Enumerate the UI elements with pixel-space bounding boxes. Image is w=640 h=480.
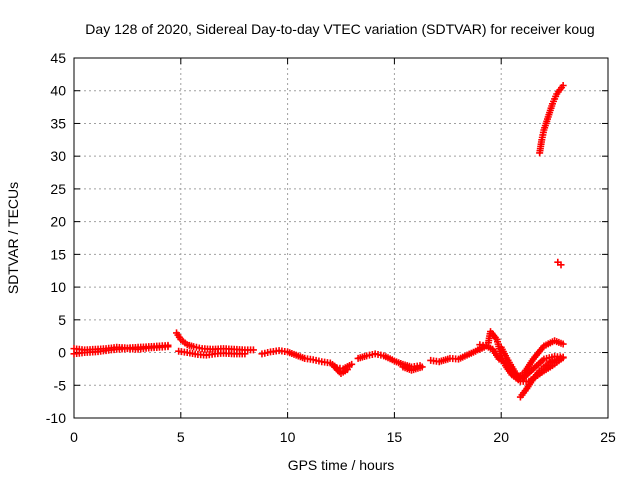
y-tick-label: 0 [58, 345, 66, 361]
data-point [559, 340, 567, 348]
data-point [343, 366, 351, 374]
data-point [348, 360, 356, 368]
x-tick-labels: 0 5 10 15 20 25 [70, 429, 616, 445]
y-tick-label: 40 [50, 83, 66, 99]
y-tick-label: -10 [46, 410, 66, 426]
data-point [164, 343, 172, 351]
y-tick-label: 5 [58, 312, 66, 328]
y-tick-label: 25 [50, 181, 66, 197]
x-tick-label: 15 [387, 429, 403, 445]
data-point [418, 363, 426, 371]
x-tick-label: 5 [177, 429, 185, 445]
data-point [249, 346, 257, 354]
data-point [241, 350, 249, 358]
series-track-p [536, 81, 567, 157]
x-tick-label: 20 [493, 429, 509, 445]
series-track-b [70, 343, 172, 358]
grid-lines [74, 58, 608, 418]
series-track-d [175, 347, 249, 359]
data-point [559, 354, 567, 362]
y-tick-label: 30 [50, 148, 66, 164]
series-track-c [173, 329, 257, 354]
series-track-o [516, 354, 567, 401]
series-track-g [331, 363, 351, 377]
series-track-k [427, 343, 486, 366]
x-tick-label: 10 [280, 429, 296, 445]
y-axis-label: SDTVAR / TECUs [5, 182, 21, 294]
y-tick-label: 45 [50, 50, 66, 66]
y-tick-labels: -10 -5 0 5 10 15 20 25 30 35 40 45 [46, 50, 66, 426]
series-track-j [399, 363, 426, 374]
series-track-h [354, 350, 396, 364]
axis-ticks [73, 57, 609, 419]
y-tick-label: -5 [54, 377, 67, 393]
series-track-n [497, 337, 567, 381]
series-track-e [258, 347, 309, 362]
x-tick-label: 0 [70, 429, 78, 445]
y-tick-label: 20 [50, 214, 66, 230]
y-tick-label: 35 [50, 115, 66, 131]
y-tick-label: 10 [50, 279, 66, 295]
y-tick-label: 15 [50, 246, 66, 262]
data-point [559, 81, 567, 89]
chart-title: Day 128 of 2020, Sidereal Day-to-day VTE… [85, 21, 594, 37]
x-axis-label: GPS time / hours [288, 457, 395, 473]
plot-frame [73, 57, 609, 419]
x-tick-label: 25 [600, 429, 616, 445]
series-track-q [554, 258, 565, 269]
data-points [70, 81, 567, 401]
data-point [557, 261, 565, 269]
